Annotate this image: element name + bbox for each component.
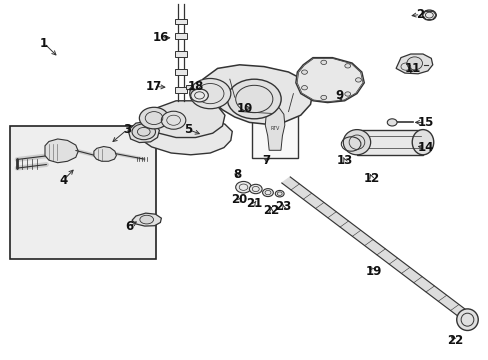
Ellipse shape [301, 86, 307, 90]
Ellipse shape [262, 189, 273, 197]
Ellipse shape [235, 181, 251, 193]
Text: 12: 12 [363, 172, 379, 185]
Ellipse shape [320, 60, 326, 64]
Polygon shape [264, 105, 284, 150]
Text: 13: 13 [336, 154, 352, 167]
Polygon shape [395, 54, 432, 74]
Ellipse shape [161, 111, 185, 129]
Bar [251, 99, 298, 158]
Ellipse shape [227, 79, 281, 119]
Ellipse shape [344, 64, 350, 68]
Polygon shape [144, 101, 224, 138]
Text: 20: 20 [231, 193, 247, 206]
Text: 10: 10 [236, 102, 252, 114]
Text: 2: 2 [416, 8, 424, 21]
Ellipse shape [249, 184, 262, 194]
Text: 23: 23 [275, 201, 291, 213]
Text: 17: 17 [145, 80, 162, 93]
Polygon shape [94, 147, 116, 161]
Ellipse shape [190, 89, 208, 102]
Ellipse shape [355, 78, 361, 82]
Polygon shape [132, 213, 161, 226]
Ellipse shape [320, 95, 326, 100]
Text: 5: 5 [184, 123, 192, 136]
Ellipse shape [343, 130, 370, 155]
Bar [175, 19, 186, 24]
Polygon shape [45, 139, 78, 163]
Bar [175, 33, 186, 39]
Ellipse shape [344, 92, 350, 96]
Ellipse shape [301, 70, 307, 74]
Ellipse shape [189, 78, 230, 109]
Polygon shape [143, 119, 232, 155]
Text: 9: 9 [335, 89, 343, 102]
Ellipse shape [275, 190, 284, 197]
Ellipse shape [406, 57, 422, 70]
Bar [185, 85, 193, 89]
Bar [175, 51, 186, 57]
Polygon shape [295, 58, 364, 103]
Bar [175, 87, 186, 93]
Text: 19: 19 [365, 265, 382, 278]
Bar [10, 126, 156, 259]
Ellipse shape [456, 309, 477, 330]
Ellipse shape [139, 107, 168, 129]
Text: 11: 11 [404, 62, 421, 75]
Bar [175, 69, 186, 75]
Polygon shape [203, 65, 312, 124]
Text: 22: 22 [263, 204, 279, 217]
Text: 4: 4 [60, 174, 67, 186]
Text: 8: 8 [233, 168, 241, 181]
Bar [356, 130, 422, 155]
Ellipse shape [132, 124, 155, 140]
Ellipse shape [386, 119, 396, 126]
Polygon shape [281, 177, 473, 321]
Text: 15: 15 [416, 116, 433, 129]
Text: 6: 6 [125, 220, 133, 233]
Ellipse shape [411, 130, 433, 155]
Polygon shape [128, 122, 159, 143]
Text: 21: 21 [245, 197, 262, 210]
Text: 1: 1 [40, 37, 48, 50]
Text: 18: 18 [187, 80, 203, 93]
Text: 3: 3 [123, 123, 131, 136]
Text: 14: 14 [416, 141, 433, 154]
Text: 16: 16 [153, 31, 169, 44]
Ellipse shape [140, 215, 153, 224]
Ellipse shape [422, 10, 435, 20]
Text: 7: 7 [262, 154, 270, 167]
Text: RTV: RTV [270, 126, 279, 131]
Text: 22: 22 [446, 334, 462, 347]
